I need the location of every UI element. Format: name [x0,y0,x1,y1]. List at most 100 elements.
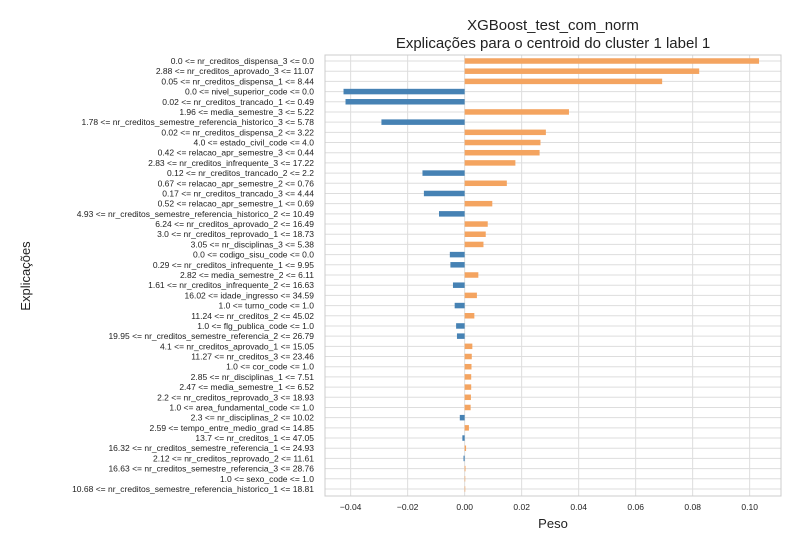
bar [464,486,466,492]
y-tick-label: 1.0 <= sexo_code <= 1.0 [220,474,314,484]
y-tick-label: 0.02 <= nr_creditos_dispensa_2 <= 3.22 [161,127,314,137]
y-tick-label: 2.3 <= nr_disciplinas_2 <= 10.02 [191,413,315,423]
bar [464,363,472,370]
y-tick-label: 0.52 <= relacao_apr_semestre_1 <= 0.69 [158,199,315,209]
y-tick-label: 4.0 <= estado_civil_code <= 4.0 [193,138,314,148]
bar [464,384,472,390]
bar [456,333,465,339]
x-tick-label: 0.02 [513,502,530,512]
y-tick-label: 2.85 <= nr_disciplinas_1 <= 7.51 [191,372,315,382]
bar [464,374,472,380]
y-tick-label: 2.2 <= nr_creditos_reprovado_3 <= 18.93 [157,392,314,402]
y-tick-label: 2.47 <= media_semestre_1 <= 6.52 [179,382,314,392]
y-tick-label: 16.63 <= nr_creditos_semestre_referencia… [108,464,314,474]
bar [381,119,465,125]
x-tick-label: 0.10 [741,502,758,512]
bar [450,262,465,268]
y-tick-label: 2.83 <= nr_creditos_infrequente_3 <= 17.… [148,158,314,168]
y-tick-label: 11.27 <= nr_creditos_3 <= 23.46 [191,352,314,362]
bar [464,68,700,74]
y-tick-label: 10.68 <= nr_creditos_semestre_referencia… [72,484,314,494]
bar [464,425,469,431]
y-tick-labels: 0.0 <= nr_creditos_dispensa_3 <= 0.02.88… [72,56,314,494]
y-tick-label: 19.95 <= nr_creditos_semestre_referencia… [108,331,314,341]
x-tick-label: −0.04 [340,502,362,512]
bar [464,292,477,299]
y-axis-label: Explicações [18,241,33,311]
bar [464,200,493,207]
bar [423,190,465,197]
bar [464,160,516,166]
y-tick-label: 6.24 <= nr_creditos_aprovado_2 <= 16.49 [155,219,314,229]
y-tick-label: 1.0 <= turno_code <= 1.0 [219,301,315,311]
bar [464,180,507,187]
bar [462,435,465,441]
x-axis-label: Peso [538,516,568,531]
y-tick-label: 1.96 <= media_semestre_3 <= 5.22 [179,107,314,117]
y-tick-label: 0.02 <= nr_creditos_trancado_1 <= 0.49 [162,97,314,107]
bar [449,251,465,258]
chart-title: XGBoost_test_com_norm [467,17,639,34]
bar [464,343,473,350]
y-tick-label: 1.0 <= area_fundamental_code <= 1.0 [169,402,314,412]
bar [439,211,465,217]
bar [464,394,471,401]
bar [459,414,465,421]
y-tick-label: 3.05 <= nr_disciplinas_3 <= 5.38 [191,239,315,249]
y-tick-label: 3.0 <= nr_creditos_reprovado_1 <= 18.73 [157,229,314,239]
bar [463,455,465,462]
y-tick-label: 0.42 <= relacao_apr_semestre_3 <= 0.44 [158,148,315,158]
x-tick-labels: −0.04 −0.02 0.00 0.02 0.04 0.06 0.08 0.10 [340,502,758,512]
y-tick-label: 2.12 <= nr_creditos_reprovado_2 <= 11.61 [153,453,314,463]
bar [464,445,467,451]
bar [464,78,663,85]
grid-layer [325,55,781,496]
y-tick-label: 0.17 <= nr_creditos_trancado_3 <= 4.44 [162,188,314,198]
bar [343,88,465,95]
y-tick-label: 0.0 <= nivel_superior_code <= 0.0 [185,87,314,97]
bar [456,323,465,329]
y-tick-label: 2.88 <= nr_creditos_aprovado_3 <= 11.07 [156,66,314,76]
y-tick-label: 13.7 <= nr_creditos_1 <= 47.05 [195,433,314,443]
y-tick-label: 0.05 <= nr_creditos_dispensa_1 <= 8.44 [161,76,314,86]
y-tick-label: 1.0 <= cor_code <= 1.0 [226,362,314,372]
bar [464,149,540,156]
bar [464,404,471,411]
x-tick-label: 0.00 [456,502,473,512]
x-tick-label: 0.04 [570,502,587,512]
y-tick-label: 4.93 <= nr_creditos_semestre_referencia_… [77,209,314,219]
bar [464,109,569,115]
bar [464,58,760,64]
y-tick-label: 2.59 <= tempo_entre_medio_grad <= 14.85 [150,423,315,433]
y-tick-label: 0.0 <= nr_creditos_dispensa_3 <= 0.0 [171,56,314,66]
y-tick-label: 16.32 <= nr_creditos_semestre_referencia… [108,443,314,453]
x-tick-label: −0.02 [397,502,419,512]
y-tick-label: 16.02 <= idade_ingresso <= 34.59 [185,290,315,300]
y-tick-label: 1.61 <= nr_creditos_infrequente_2 <= 16.… [148,280,314,290]
bar [464,129,546,136]
bar [464,231,486,237]
bar [464,313,475,319]
bar [464,465,466,472]
bar [464,353,472,360]
bar [464,241,484,248]
y-tick-label: 11.24 <= nr_creditos_2 <= 45.02 [191,311,314,321]
bar [464,221,488,227]
y-tick-label: 0.12 <= nr_creditos_trancado_2 <= 2.2 [167,168,314,178]
bar [422,170,465,176]
bar [464,272,479,278]
y-tick-label: 0.67 <= relacao_apr_semestre_2 <= 0.76 [158,178,315,188]
x-tick-label: 0.06 [627,502,644,512]
bar [464,139,541,146]
bar [345,99,465,105]
bar [452,282,465,288]
chart-subtitle: Explicações para o centroid do cluster 1… [396,35,710,52]
x-tick-label: 0.08 [684,502,701,512]
y-tick-label: 1.78 <= nr_creditos_semestre_referencia_… [82,117,315,127]
y-tick-label: 0.29 <= nr_creditos_infrequente_1 <= 9.9… [153,260,314,270]
y-tick-label: 0.0 <= codigo_sisu_code <= 0.0 [193,250,314,260]
bar [464,476,466,482]
plot-frame [324,54,782,497]
